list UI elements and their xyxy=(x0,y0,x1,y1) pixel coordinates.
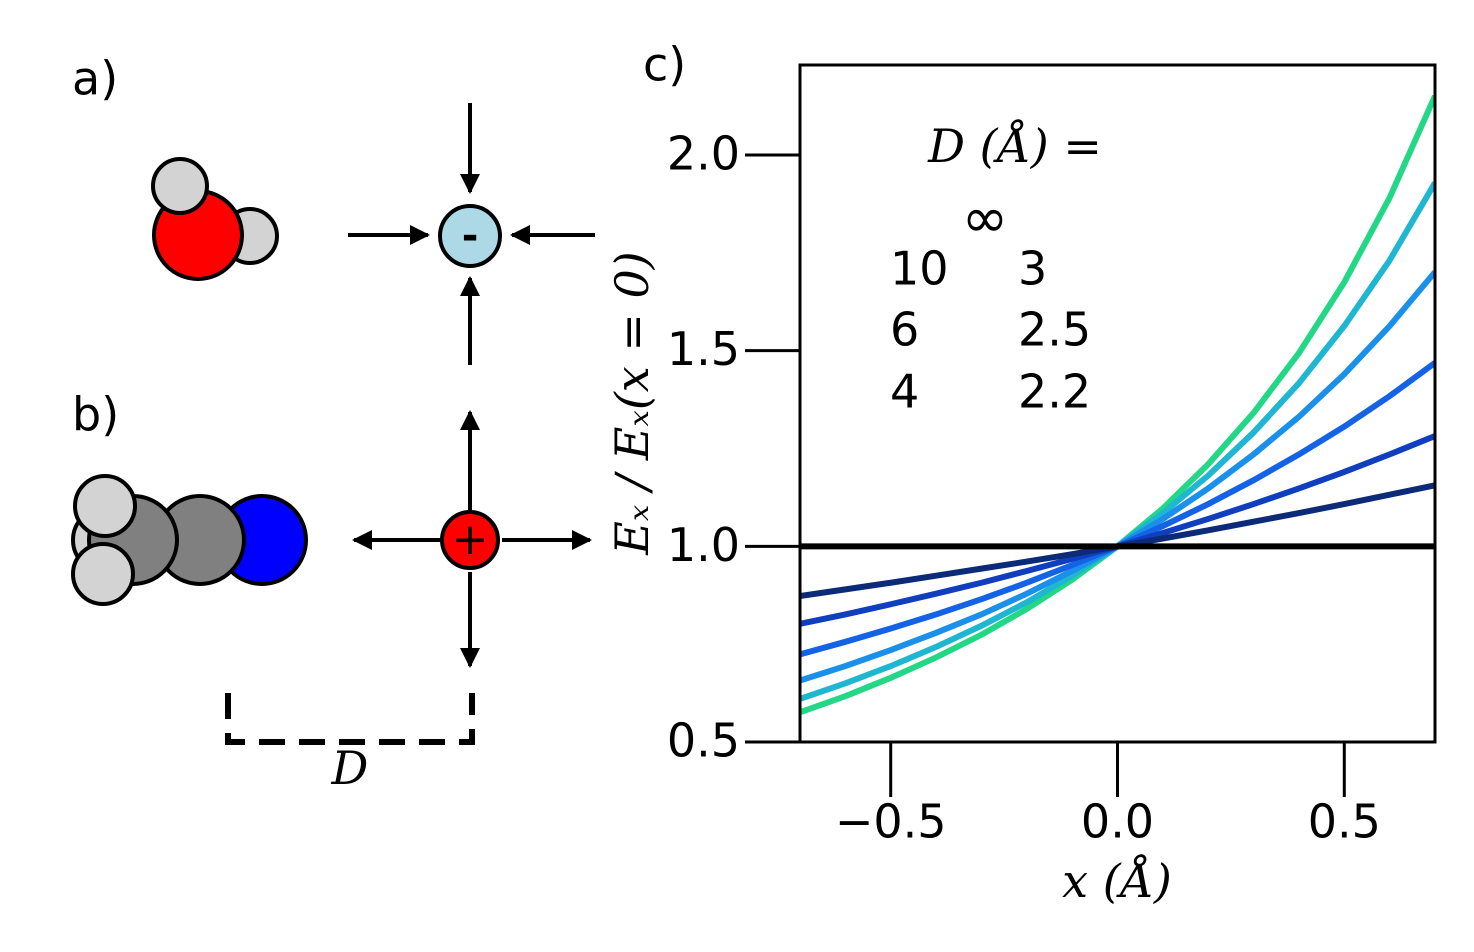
series-line xyxy=(800,433,1435,627)
cation-sign: + xyxy=(452,514,489,565)
distance-label: D xyxy=(331,741,369,795)
y-tick-label: 0.5 xyxy=(667,714,740,768)
panel-label: a) xyxy=(72,52,118,106)
x-axis-label: x (Å) xyxy=(1062,853,1172,908)
legend-entry: ∞ xyxy=(962,186,1009,251)
x-tick-label: 0.0 xyxy=(1081,795,1154,849)
y-tick-label: 1.0 xyxy=(667,518,740,572)
panel-label: c) xyxy=(643,38,686,92)
x-tick-label: −0.5 xyxy=(835,795,947,849)
y-axis-label: Eₓ / Eₓ(x = 0) xyxy=(605,251,659,555)
plot-frame xyxy=(798,63,1437,744)
series-line xyxy=(800,482,1435,600)
panel-label: b) xyxy=(72,388,119,442)
anion xyxy=(438,204,502,268)
diagram: a) b) - + D xyxy=(71,52,595,795)
legend-title: D (Å) = xyxy=(927,118,1102,173)
legend-entry: 6 xyxy=(890,303,919,357)
legend-entry: 4 xyxy=(890,365,919,419)
cation xyxy=(440,510,500,570)
legend-entry: 3 xyxy=(1018,242,1047,296)
hydrogen-atom xyxy=(151,157,209,215)
y-tick-label: 1.5 xyxy=(667,322,740,376)
x-tick-label: 0.5 xyxy=(1308,795,1381,849)
distance-bracket xyxy=(225,693,475,745)
legend-entry: 2.2 xyxy=(1018,365,1091,419)
legend-entry: 2.5 xyxy=(1018,303,1091,357)
hydrogen-atom xyxy=(73,474,137,538)
legend-entry: 10 xyxy=(890,242,949,296)
chart: c) x (Å) Eₓ / Eₓ(x = 0) D (Å) = 0.5 1.0 1.… xyxy=(605,38,1437,908)
hydrogen-atom xyxy=(71,542,135,606)
anion-sign: - xyxy=(462,213,479,259)
y-tick-label: 2.0 xyxy=(667,127,740,181)
